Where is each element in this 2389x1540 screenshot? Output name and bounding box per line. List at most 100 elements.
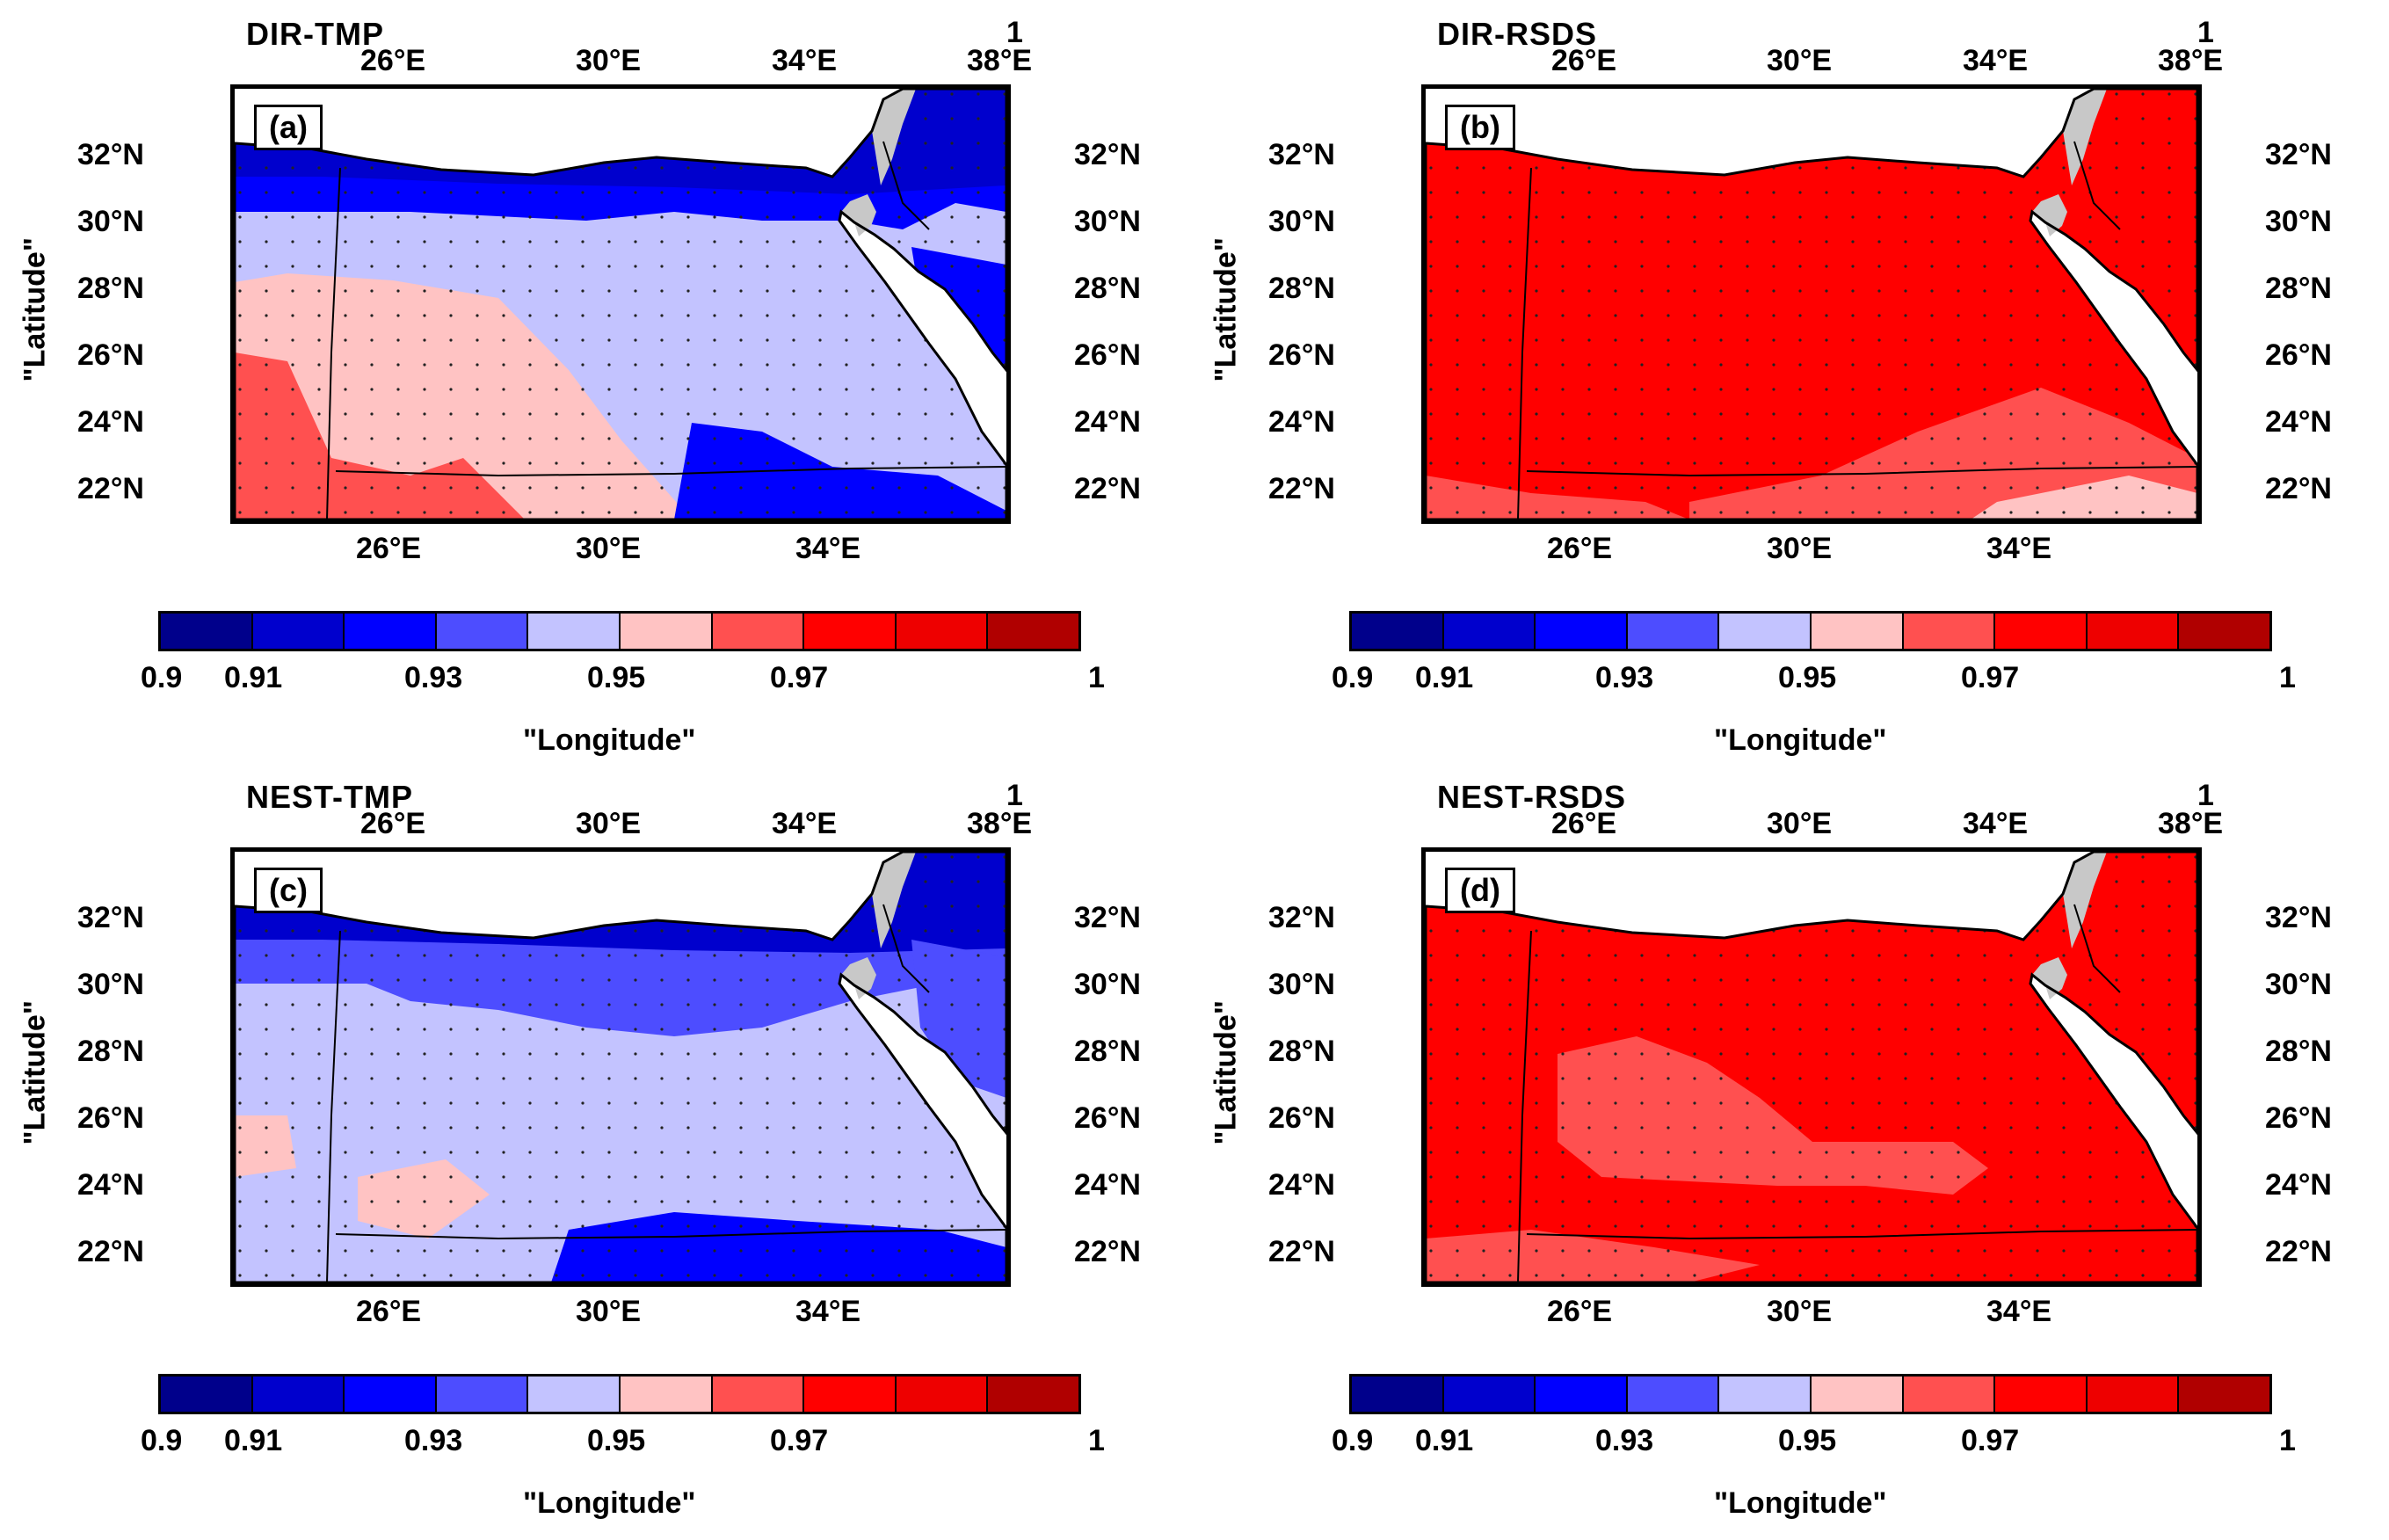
border-line [1517, 167, 1532, 519]
bottom-lon-tick: 26°E [356, 532, 422, 565]
map-panel-d: NEST-RSDS 1 26°E 30°E 34°E 38°E 32°N 30°… [1191, 763, 2360, 1521]
right-lat-tick: 28°N [2265, 1035, 2332, 1068]
left-lat-tick: 24°N [1268, 405, 1335, 439]
right-lat-tick: 28°N [1074, 1035, 1141, 1068]
left-lat-tick: 28°N [1268, 1035, 1335, 1068]
border-line [326, 930, 341, 1282]
masked-land [841, 957, 876, 999]
left-lat-tick: 22°N [1268, 472, 1335, 505]
right-lat-tick: 24°N [2265, 1168, 2332, 1202]
right-lat-tick: 28°N [2265, 272, 2332, 305]
top-lon-tick: 34°E [772, 44, 838, 77]
left-lat-tick: 28°N [77, 1035, 144, 1068]
y-axis-label: "Latitude" [1209, 1000, 1243, 1145]
colorbar-segment [896, 1377, 989, 1412]
colorbar-segment [620, 1377, 713, 1412]
left-lat-tick: 22°N [1268, 1235, 1335, 1268]
top-lon-tick: 38°E [2158, 807, 2224, 840]
masked-land [841, 194, 876, 236]
colorbar-label: 0.97 [1961, 1424, 2020, 1457]
colorbar-label: 1 [1088, 1424, 1105, 1457]
border-line [1526, 1229, 2197, 1240]
colorbar-segment [345, 614, 437, 649]
coastline [235, 89, 1006, 519]
top-lon-tick: 38°E [967, 44, 1033, 77]
map-plot-area: (c) [230, 847, 1011, 1287]
masked-land [2032, 194, 2067, 236]
colorbar-segment [161, 614, 253, 649]
border-line [882, 141, 930, 230]
masked-land [872, 852, 916, 948]
colorbar-segment [2087, 614, 2180, 649]
right-lat-tick: 26°N [1074, 1101, 1141, 1135]
bottom-lon-tick: 30°E [1767, 1295, 1833, 1328]
map-panel-c: NEST-TMP 1 26°E 30°E 34°E 38°E 32°N 30°N… [0, 763, 1169, 1521]
colorbar-segment [1536, 614, 1628, 649]
x-axis-label: "Longitude" [523, 723, 696, 757]
colorbar-label: 0.93 [404, 1424, 463, 1457]
masked-land [2063, 89, 2107, 185]
left-lat-tick: 26°N [77, 1101, 144, 1135]
map-canvas [1426, 852, 2197, 1282]
border-line [2073, 904, 2121, 993]
map-panel-a: DIR-TMP 1 26°E 30°E 34°E 38°E 32°N 30°N … [0, 0, 1169, 758]
colorbar-segment [252, 1377, 345, 1412]
colorbar-segment [1811, 614, 1904, 649]
colorbar-label: 0.93 [404, 661, 463, 694]
right-lat-tick: 22°N [1074, 472, 1141, 505]
top-lon-tick: 34°E [772, 807, 838, 840]
colorbar-label: 0.91 [1415, 661, 1474, 694]
colorbar-segment [2087, 1377, 2180, 1412]
bottom-lon-tick: 30°E [1767, 532, 1833, 565]
colorbar-segment [804, 1377, 897, 1412]
left-lat-tick: 32°N [77, 138, 144, 171]
colorbar-segment [1352, 614, 1444, 649]
colorbar-segment [2179, 614, 2269, 649]
colorbar [158, 1374, 1081, 1414]
colorbar-segment [252, 614, 345, 649]
coastline [1426, 89, 2197, 519]
top-lon-tick: 34°E [1963, 807, 2029, 840]
right-lat-tick: 24°N [1074, 405, 1141, 439]
left-lat-tick: 30°N [1268, 205, 1335, 238]
masked-land [2063, 852, 2107, 948]
top-lon-tick: 38°E [967, 807, 1033, 840]
right-lat-tick: 32°N [1074, 138, 1141, 171]
top-marker: 1 [2197, 779, 2214, 812]
border-line [1526, 466, 2197, 477]
right-lat-tick: 22°N [1074, 1235, 1141, 1268]
colorbar-segment [712, 614, 805, 649]
colorbar-segment [804, 614, 897, 649]
masked-land [872, 89, 916, 185]
y-axis-label: "Latitude" [1209, 237, 1243, 382]
colorbar-label: 0.9 [141, 1424, 183, 1457]
colorbar-label: 0.95 [1778, 661, 1837, 694]
top-lon-tick: 30°E [576, 807, 642, 840]
colorbar-segment [1719, 614, 1812, 649]
left-lat-tick: 30°N [77, 968, 144, 1001]
right-lat-tick: 22°N [2265, 1235, 2332, 1268]
top-lon-tick: 26°E [1551, 44, 1617, 77]
right-lat-tick: 32°N [2265, 901, 2332, 934]
panel-title: DIR-RSDS [1437, 16, 1598, 52]
colorbar-label: 1 [1088, 661, 1105, 694]
right-lat-tick: 32°N [2265, 138, 2332, 171]
colorbar-label: 0.97 [770, 661, 829, 694]
map-panel-b: DIR-RSDS 1 26°E 30°E 34°E 38°E 32°N 30°N… [1191, 0, 2360, 758]
bottom-lon-tick: 34°E [1986, 1295, 2052, 1328]
colorbar-segment [988, 1377, 1078, 1412]
colorbar-label: 0.9 [141, 661, 183, 694]
top-lon-tick: 26°E [1551, 807, 1617, 840]
colorbar-label: 1 [2279, 661, 2296, 694]
colorbar-segment [1903, 614, 1996, 649]
right-lat-tick: 24°N [2265, 405, 2332, 439]
right-lat-tick: 30°N [1074, 968, 1141, 1001]
colorbar-segment [1443, 614, 1536, 649]
left-lat-tick: 30°N [77, 205, 144, 238]
left-lat-tick: 22°N [77, 1235, 144, 1268]
bottom-lon-tick: 26°E [356, 1295, 422, 1328]
colorbar-segment [620, 614, 713, 649]
bottom-lon-tick: 30°E [576, 532, 642, 565]
bottom-lon-tick: 34°E [1986, 532, 2052, 565]
top-marker: 1 [1006, 779, 1023, 812]
